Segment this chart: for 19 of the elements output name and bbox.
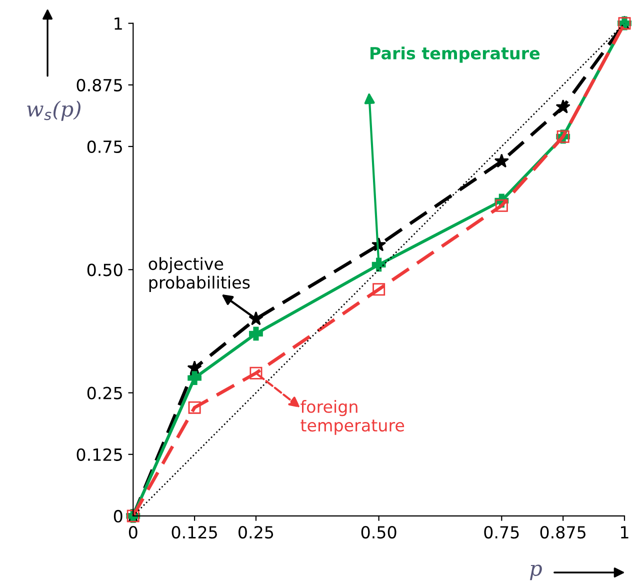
y-tick-label: 0.50	[87, 264, 122, 276]
x-tick-label: 0.25	[238, 526, 274, 539]
annotation: objective probabilities	[148, 257, 250, 292]
annotation: foreign temperature	[300, 400, 404, 435]
x-tick-label: 1	[621, 526, 628, 538]
annotation: Paris temperature	[370, 46, 540, 63]
x-tick-label: 0.75	[484, 526, 519, 539]
y-tick-label: 0.25	[87, 386, 122, 400]
x-tick-label: 0.875	[540, 526, 586, 539]
y-axis-title: w$_{s}$(p)	[27, 100, 80, 121]
y-tick-label: 0.875	[76, 78, 122, 92]
x-tick-label: 0.50	[361, 526, 396, 539]
y-tick-label: 0	[114, 510, 122, 523]
y-tick-label: 0.75	[87, 140, 122, 154]
x-tick-label: 0.125	[172, 526, 217, 539]
y-tick-label: 1	[114, 18, 122, 30]
x-axis-title: p	[530, 564, 542, 580]
x-tick-label: 0	[128, 526, 138, 539]
y-tick-label: 0.125	[76, 448, 122, 461]
